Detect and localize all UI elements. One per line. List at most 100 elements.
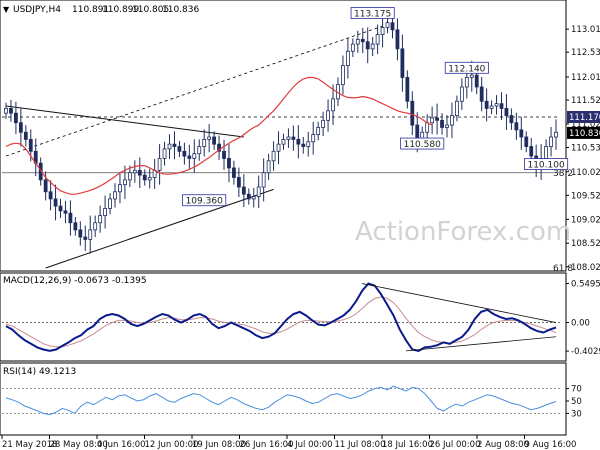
candle-body	[127, 172, 132, 181]
collapse-arrow-icon[interactable]: ▼	[3, 5, 10, 14]
candle-body	[246, 193, 251, 200]
candle-body	[28, 138, 33, 152]
candle-body	[326, 110, 330, 121]
candle-body	[306, 141, 311, 147]
candle-body	[227, 158, 231, 169]
candle-body	[296, 138, 301, 145]
candle-body	[18, 122, 23, 133]
candle-body	[370, 43, 375, 50]
candle-body	[14, 112, 18, 124]
time-tick-label: 12 Jun 00:00	[145, 440, 199, 450]
candle-body	[554, 131, 558, 138]
candle-body	[345, 50, 350, 66]
price-tag-label: 110.836	[569, 129, 600, 139]
annotation-box	[182, 194, 227, 207]
candle-body	[410, 100, 415, 126]
candle-body	[137, 169, 142, 176]
axes: 113.015 112.530 112.010 111.525 111.025 110.5…	[1, 25, 600, 450]
candle-body	[48, 191, 53, 200]
macd-signal-line	[5, 296, 557, 348]
candle-body	[286, 136, 291, 140]
macd-line	[5, 282, 557, 352]
candle-body	[207, 136, 212, 140]
candle-body	[544, 146, 548, 159]
price-tick-label: 112.010	[571, 73, 600, 83]
candle-body	[68, 212, 73, 224]
candle-body	[108, 198, 112, 209]
candle-body	[450, 115, 454, 126]
time-tick-label: 19 Jun 08:00	[192, 440, 246, 450]
candle-body	[341, 65, 345, 86]
rsi-tick-label: 50	[571, 397, 582, 407]
candle-body	[311, 134, 316, 143]
candle-body	[162, 148, 167, 159]
price-tag-bg	[567, 126, 600, 139]
ohlc-close: 110.836	[162, 5, 199, 15]
candle-body	[365, 41, 370, 50]
candle-body	[301, 143, 306, 147]
moving-average-line	[5, 76, 433, 195]
annotation-box	[400, 137, 445, 150]
candle-body	[400, 48, 405, 78]
candle-body	[83, 236, 88, 240]
candle-body	[375, 34, 380, 45]
candle-body	[167, 143, 172, 150]
candle-body	[256, 186, 261, 197]
candle-body	[281, 138, 286, 145]
candle-body	[73, 222, 78, 231]
candle-body	[212, 136, 217, 145]
time-tick-label: 21 May 2018	[2, 440, 57, 450]
candle-body	[425, 122, 430, 133]
candle-body	[469, 74, 474, 78]
candle-body	[147, 177, 152, 181]
candle-body	[464, 77, 469, 88]
time-tick-label: 4 Jul 00:00	[287, 440, 333, 450]
candle-body	[202, 138, 207, 147]
ohlc-low: 110.805	[132, 5, 169, 15]
candle-body	[519, 129, 524, 138]
candle-body	[291, 136, 296, 140]
candle-body	[88, 229, 93, 240]
candle-body	[157, 158, 162, 171]
candle-body	[321, 119, 326, 128]
candle-body	[405, 77, 410, 102]
time-tick-label: 9 Aug 16:00	[525, 440, 577, 450]
candle-body	[103, 208, 107, 216]
channel-trendline	[5, 22, 393, 157]
candle-body	[197, 146, 202, 155]
candle-body	[142, 174, 147, 181]
candle-body	[390, 22, 395, 31]
candle-body	[78, 229, 83, 238]
candle-body	[529, 146, 534, 157]
candle-body	[489, 105, 494, 109]
candle-body	[524, 136, 529, 147]
macd-lower-trendline	[405, 336, 557, 352]
candle-body	[474, 74, 479, 88]
price-tick-label: 109.525	[571, 191, 600, 201]
candle-body	[504, 108, 509, 116]
candle-body	[187, 155, 192, 159]
candle-body	[4, 108, 8, 114]
candle-body	[271, 150, 276, 162]
lower-triangle-trendline	[45, 188, 274, 269]
candle-body	[98, 215, 103, 224]
time-tick-label: 11 Jul 08:00	[335, 440, 386, 450]
candle-body	[222, 150, 226, 159]
candle-body	[440, 119, 444, 128]
candle-body	[316, 127, 321, 136]
watermark: ActionForex.com	[355, 217, 571, 247]
main-symbol-label: USDJPY,H4	[13, 5, 61, 15]
candle-body	[549, 136, 553, 147]
candle-body	[63, 210, 68, 214]
candle-body	[177, 146, 182, 152]
price-tag-label: 111.170	[569, 113, 600, 123]
candle-body	[58, 205, 63, 212]
macd-title: MACD(12,26,9) -0.0673 -0.1395	[3, 276, 147, 286]
candle-body	[360, 38, 365, 43]
time-tick-label: 18 Jul 16:00	[382, 440, 433, 450]
price-tick-label: 108.025	[571, 263, 600, 273]
macd-tick-label: 0.5495	[571, 280, 600, 290]
candle-body	[276, 143, 281, 152]
annotation-label: 112.140	[448, 64, 485, 74]
